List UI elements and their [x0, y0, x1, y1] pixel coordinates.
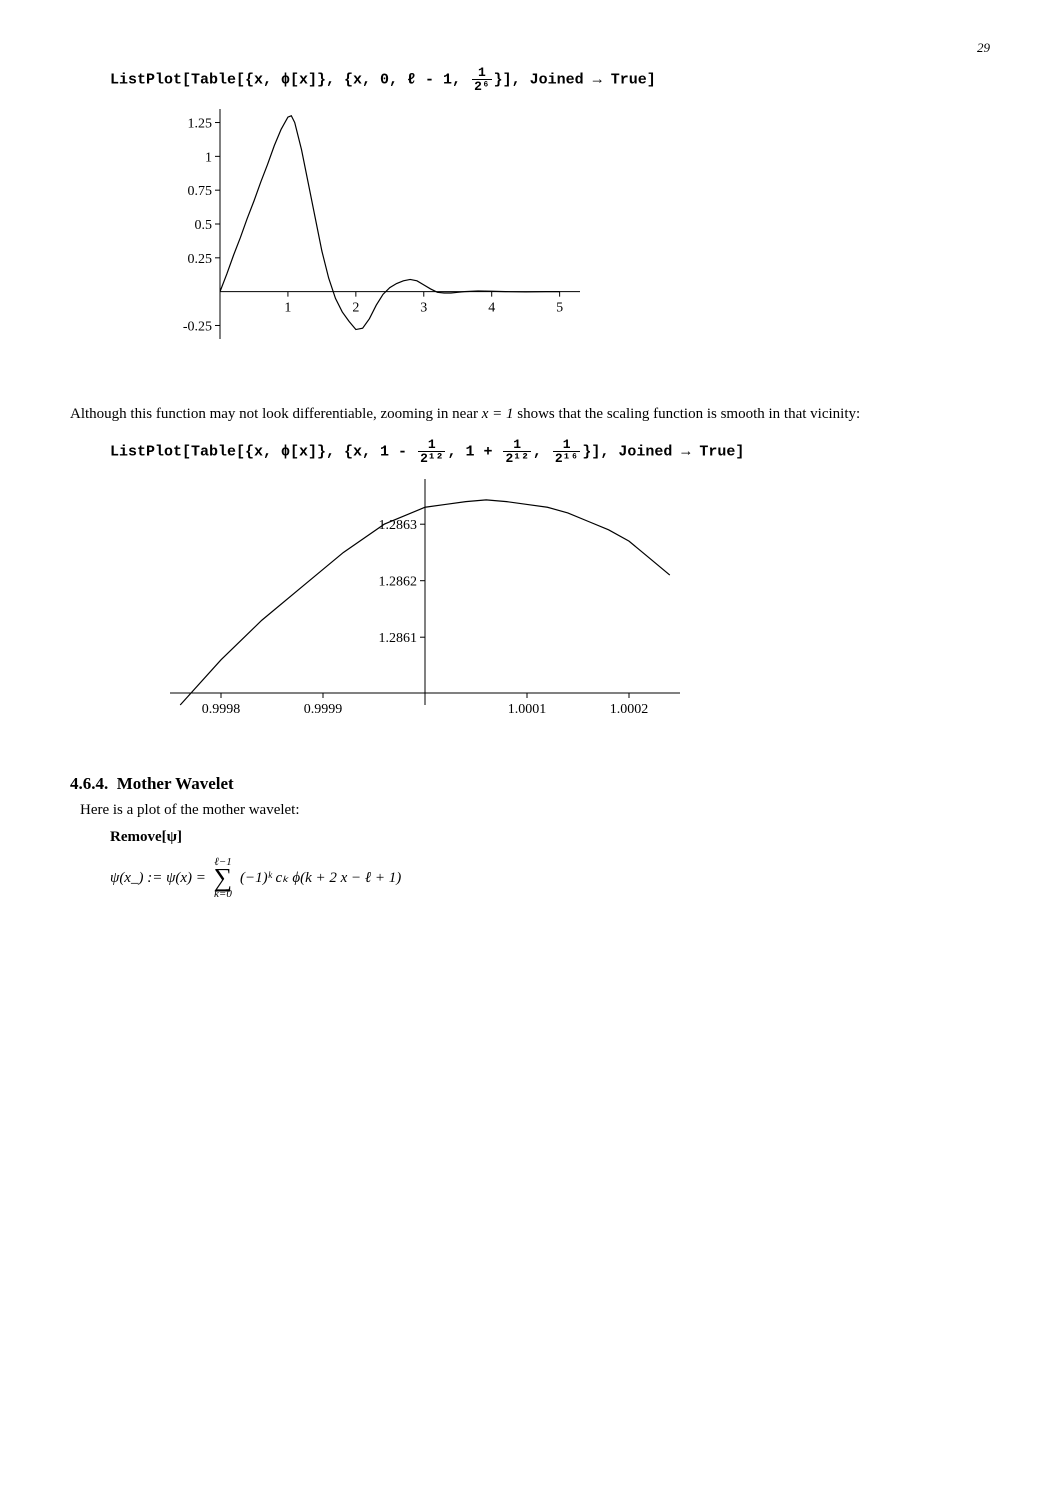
paragraph-1: Although this function may not look diff… [70, 404, 1000, 424]
frac-num: 1 [553, 438, 580, 452]
para1-var: x = 1 [482, 406, 514, 422]
svg-text:1.2863: 1.2863 [379, 518, 418, 533]
code2-f1: 12¹² [418, 438, 445, 465]
code2-f3: 12¹⁶ [553, 438, 580, 465]
chart-1-container: 1 2 3 4 5 -0.25 0.25 0.5 0.75 1 1.25 [150, 99, 1000, 384]
para1-before: Although this function may not look diff… [70, 406, 482, 422]
para1-after: shows that the scaling function is smoot… [514, 406, 861, 422]
section-number: 4.6.4. [70, 774, 108, 793]
frac-num: 1 [418, 438, 445, 452]
code1-suffix: }], Joined → True] [494, 71, 656, 88]
frac-den: 2¹² [418, 452, 445, 465]
svg-text:1.0002: 1.0002 [610, 702, 649, 717]
remove-cmd-text: Remove[ψ] [110, 829, 182, 845]
svg-text:1: 1 [205, 150, 212, 165]
frac-den: 2¹⁶ [553, 452, 580, 465]
svg-text:1.0001: 1.0001 [508, 702, 547, 717]
eq-body: (−1)ᵏ cₖ ϕ(k + 2 x − ℓ + 1) [240, 869, 401, 885]
svg-text:0.5: 0.5 [195, 218, 213, 233]
svg-text:1: 1 [284, 301, 291, 316]
code2-suffix: }], Joined → True] [582, 444, 744, 461]
svg-text:2: 2 [352, 301, 359, 316]
svg-text:0.9999: 0.9999 [304, 702, 343, 717]
zoomed-scaling-function-chart: 0.9998 0.9999 1.0001 1.0002 1.2861 1.2862 1.28… [130, 471, 690, 741]
svg-text:1.2862: 1.2862 [379, 575, 418, 590]
svg-text:-0.25: -0.25 [183, 319, 212, 334]
code-line-1: ListPlot[Table[{x, ϕ[x]}, {x, 0, ℓ - 1, … [110, 66, 1000, 93]
svg-text:1.2861: 1.2861 [379, 631, 418, 646]
code2-mid2: , [533, 444, 551, 461]
scaling-function-chart: 1 2 3 4 5 -0.25 0.25 0.5 0.75 1 1.25 [150, 99, 590, 379]
chart-2-container: 0.9998 0.9999 1.0001 1.0002 1.2861 1.2862 1.28… [130, 471, 1000, 746]
svg-text:0.25: 0.25 [188, 252, 213, 267]
paragraph-2: Here is a plot of the mother wavelet: [80, 800, 1000, 820]
section-heading: 4.6.4. Mother Wavelet [70, 774, 1000, 794]
frac-den: 2¹² [503, 452, 530, 465]
remove-command: Remove[ψ] [110, 829, 1000, 846]
svg-text:5: 5 [556, 301, 563, 316]
frac-den: 2⁶ [472, 80, 492, 93]
svg-text:0.9998: 0.9998 [202, 702, 241, 717]
svg-text:4: 4 [488, 301, 495, 316]
psi-equation: ψ(x_) := ψ(x) = ℓ−1 ∑ k=0 (−1)ᵏ cₖ ϕ(k +… [110, 856, 1000, 901]
svg-text:1.25: 1.25 [188, 117, 213, 132]
code2-prefix: ListPlot[Table[{x, ϕ[x]}, {x, 1 - [110, 444, 416, 461]
code-line-2: ListPlot[Table[{x, ϕ[x]}, {x, 1 - 12¹², … [110, 438, 1000, 465]
code2-f2: 12¹² [503, 438, 530, 465]
svg-text:3: 3 [420, 301, 427, 316]
sigma-icon: ∑ [214, 868, 233, 889]
svg-text:0.75: 0.75 [188, 184, 213, 199]
eq-lhs: ψ(x_) := ψ(x) = [110, 869, 210, 885]
page-number: 29 [70, 40, 1000, 56]
section-title: Mother Wavelet [117, 774, 234, 793]
code2-mid1: , 1 + [447, 444, 501, 461]
code1-frac: 12⁶ [472, 66, 492, 93]
sum-lower: k=0 [214, 888, 233, 900]
frac-num: 1 [503, 438, 530, 452]
frac-num: 1 [472, 66, 492, 80]
code1-prefix: ListPlot[Table[{x, ϕ[x]}, {x, 0, ℓ - 1, [110, 71, 470, 88]
